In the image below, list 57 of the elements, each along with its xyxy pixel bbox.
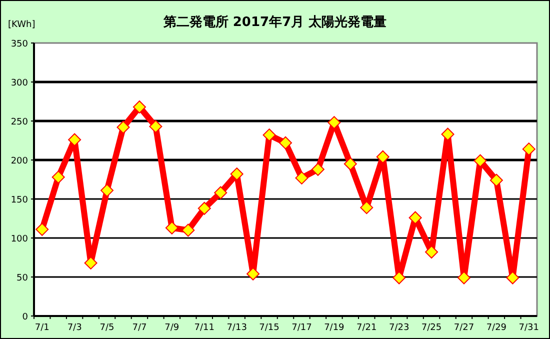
x-tick-label: 7/13 (226, 323, 247, 333)
y-axis-title: [KWh] (8, 20, 36, 30)
x-tick-label: 7/1 (34, 323, 50, 333)
point (522, 142, 536, 156)
point (214, 186, 228, 200)
point (474, 154, 487, 168)
x-tick-label: 7/7 (132, 323, 147, 333)
point (68, 133, 82, 146)
point (328, 116, 341, 130)
point (230, 168, 244, 181)
point (165, 221, 178, 234)
point (262, 128, 276, 142)
x-tick-label: 7/19 (324, 323, 345, 333)
point (408, 211, 422, 224)
point (295, 171, 308, 184)
point (344, 157, 357, 170)
x-tick-label: 7/25 (421, 323, 442, 333)
point (36, 222, 49, 236)
point (246, 267, 260, 280)
point (116, 120, 130, 134)
y-tick-label: 350 (10, 40, 28, 50)
x-tick-label: 7/5 (100, 323, 114, 333)
point (100, 184, 114, 197)
point (132, 100, 146, 114)
point (279, 136, 292, 150)
x-tick-label: 7/17 (292, 323, 312, 333)
x-tick-label: 7/9 (164, 323, 180, 333)
point (506, 271, 520, 284)
point (84, 256, 98, 270)
y-tick-label: 200 (10, 156, 28, 166)
x-tick-label: 7/31 (518, 323, 539, 333)
x-tick-label: 7/3 (67, 323, 82, 333)
point (441, 128, 454, 141)
x-tick-label: 7/15 (259, 323, 280, 333)
chart-title: 第二発電所 2017年7月 太陽光発電量 (162, 14, 387, 30)
point (182, 224, 195, 237)
point (425, 246, 438, 259)
point (376, 150, 390, 164)
point (392, 271, 406, 284)
x-tick-label: 7/21 (356, 323, 377, 333)
y-tick-label: 300 (10, 78, 28, 88)
point (490, 174, 503, 187)
x-tick-label: 7/27 (454, 323, 474, 333)
y-tick-label: 0 (22, 312, 28, 322)
point (149, 120, 162, 133)
x-tick-label: 7/29 (486, 323, 507, 333)
y-tick-label: 250 (10, 118, 28, 128)
x-tick-label: 7/23 (388, 323, 410, 333)
point (311, 162, 324, 176)
point (198, 202, 211, 215)
point (52, 170, 65, 184)
x-tick-label: 7/11 (194, 323, 214, 333)
y-tick-label: 150 (10, 196, 28, 206)
y-tick-label: 50 (16, 274, 28, 284)
point (360, 201, 374, 214)
y-tick-label: 100 (10, 234, 28, 244)
point (457, 271, 470, 284)
